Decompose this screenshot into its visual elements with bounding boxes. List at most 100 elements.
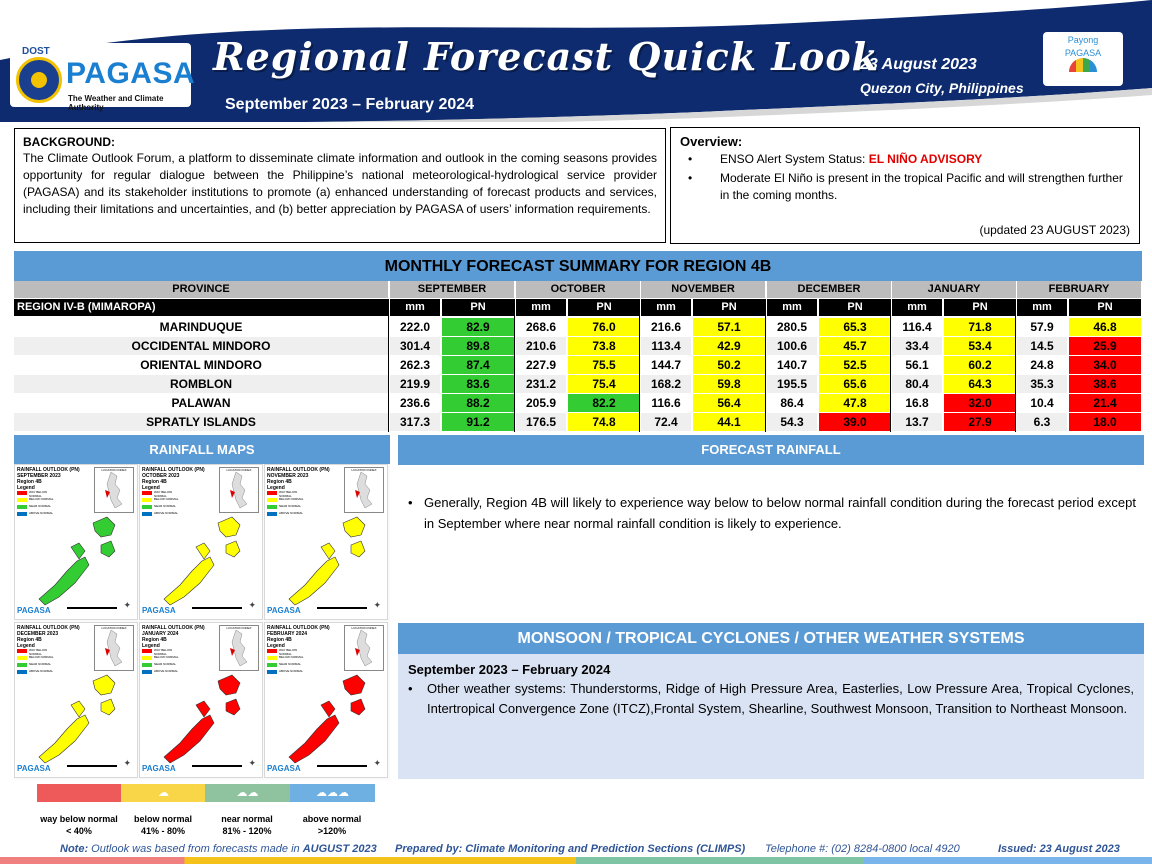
- legend-swatch: [267, 663, 277, 667]
- pn-value: 45.7: [819, 337, 891, 355]
- map-legend-title: Legend: [17, 485, 35, 491]
- table-title: MONTHLY FORECAST SUMMARY FOR REGION 4B: [14, 251, 1142, 281]
- footer-note-month: AUGUST 2023: [302, 843, 377, 855]
- mm-value: 317.3: [390, 413, 440, 431]
- pn-value: 34.0: [1069, 356, 1141, 374]
- pagasa-seal-icon: [16, 57, 62, 103]
- rain-cloud-icon: ☁: [158, 787, 169, 799]
- province-name: OCCIDENTAL MINDORO: [14, 337, 388, 355]
- pn-value: 59.8: [693, 375, 765, 393]
- pn-value: 38.6: [1069, 375, 1141, 393]
- footer-note-text: Outlook was based from forecasts made in: [88, 843, 303, 855]
- legend-text: BELOW NORMAL: [29, 655, 54, 659]
- rainfall-maps-grid: RAINFALL OUTLOOK (PN) SEPTEMBER 2023 Regio…: [14, 464, 390, 780]
- pn-value: 88.2: [442, 394, 514, 412]
- mm-value: 236.6: [399, 396, 431, 410]
- location-index-inset: LOCATION INDEX: [94, 467, 134, 513]
- north-arrow-icon: ✦: [123, 758, 131, 768]
- map-month: NOVEMBER 2023: [267, 473, 309, 479]
- month-header: SEPTEMBER: [390, 281, 514, 298]
- map-title: RAINFALL OUTLOOK (PN) FEBRUARY 2024 Region…: [267, 625, 330, 643]
- pn-header: PN: [568, 299, 640, 316]
- rainfall-map[interactable]: RAINFALL OUTLOOK (PN) FEBRUARY 2024 Region…: [264, 622, 388, 778]
- philippines-inset-map: [230, 471, 248, 509]
- legend-label: above normal >120%: [282, 813, 382, 837]
- month-header: DECEMBER: [767, 281, 891, 298]
- mm-value: 86.4: [780, 396, 804, 410]
- column-divider: [639, 299, 640, 432]
- map-scale-bar: [317, 607, 367, 609]
- map-region: Region 4B: [17, 637, 42, 643]
- map-legend-item: ABOVE NORMAL: [17, 669, 55, 677]
- header-wave: [0, 0, 1152, 122]
- map-title: RAINFALL OUTLOOK (PN) NOVEMBER 2023 Region…: [267, 467, 330, 485]
- mm-header: mm: [641, 299, 691, 316]
- pn-header: PN: [442, 299, 514, 316]
- footer: Note: Outlook was based from forecasts m…: [0, 843, 1152, 859]
- mm-header: mm: [516, 299, 566, 316]
- legend-swatch: [142, 670, 152, 674]
- legend-swatch: [142, 649, 152, 653]
- north-arrow-icon: ✦: [248, 600, 256, 610]
- province-name: ORIENTAL MINDORO: [140, 358, 262, 372]
- map-legend-title: Legend: [142, 643, 160, 649]
- location-index-inset: LOCATION INDEX: [94, 625, 134, 671]
- mm-value: 33.4: [892, 337, 942, 355]
- legend-swatch: [17, 670, 27, 674]
- region-map-shape: [38, 674, 116, 764]
- rainfall-map[interactable]: RAINFALL OUTLOOK (PN) SEPTEMBER 2023 Regio…: [14, 464, 138, 620]
- map-month: FEBRUARY 2024: [267, 631, 308, 637]
- pn-header: PN: [944, 299, 1016, 316]
- map-region: Region 4B: [267, 479, 292, 485]
- enso-label: ENSO Alert System Status:: [720, 152, 869, 166]
- legend-swatch: [17, 656, 27, 660]
- province-name: PALAWAN: [171, 396, 231, 410]
- overview-item-text: Moderate El Niño is present in the tropi…: [720, 171, 1123, 202]
- legend-swatch: [142, 498, 152, 502]
- payong-pagasa-logo: Payong PAGASA: [1043, 32, 1123, 86]
- pn-value: 50.2: [693, 356, 765, 374]
- inset-label: LOCATION INDEX: [226, 468, 252, 472]
- legend-swatch: [17, 491, 27, 495]
- pn-value: 57.1: [693, 318, 765, 336]
- mm-value: 216.6: [650, 320, 682, 334]
- page-title: Regional Forecast Quick Look: [213, 34, 880, 79]
- rainfall-map[interactable]: RAINFALL OUTLOOK (PN) DECEMBER 2023 Region…: [14, 622, 138, 778]
- legend-text: NEAR NORMAL: [154, 662, 177, 666]
- map-title: RAINFALL OUTLOOK (PN) SEPTEMBER 2023 Regio…: [17, 467, 80, 485]
- legend-swatch: [142, 663, 152, 667]
- map-legend-item: NEAR NORMAL: [142, 504, 180, 512]
- monsoon-body: Other weather systems: Thunderstorms, Ri…: [427, 681, 1134, 716]
- map-legend-item: WAY BELOW NORMAL: [267, 490, 305, 498]
- legend-text: WAY BELOW NORMAL: [29, 648, 48, 656]
- map-legend-item: NEAR NORMAL: [17, 504, 55, 512]
- overview-item-enso: • ENSO Alert System Status: EL NIÑO ADVI…: [680, 151, 1130, 168]
- month-header: JANUARY: [892, 281, 1016, 298]
- map-title: RAINFALL OUTLOOK (PN) DECEMBER 2023 Region…: [17, 625, 80, 643]
- pn-value: 65.6: [819, 375, 891, 393]
- rainfall-map[interactable]: RAINFALL OUTLOOK (PN) NOVEMBER 2023 Region…: [264, 464, 388, 620]
- map-legend-item: NEAR NORMAL: [267, 662, 305, 670]
- philippines-inset-map: [355, 471, 373, 509]
- pn-value: 32.0: [944, 394, 1016, 412]
- rainfall-map[interactable]: RAINFALL OUTLOOK (PN) JANUARY 2024 Region …: [139, 622, 263, 778]
- map-region: Region 4B: [267, 637, 292, 643]
- month-header: FEBRUARY: [1017, 281, 1141, 298]
- province-name: ROMBLON: [14, 375, 388, 393]
- pn-header: PN: [819, 299, 891, 316]
- bullet-icon: •: [688, 152, 693, 166]
- pn-value: 64.3: [944, 375, 1016, 393]
- pagasa-mini-logo: PAGASA: [142, 764, 176, 773]
- inset-label: LOCATION INDEX: [351, 468, 377, 472]
- map-scale-bar: [192, 607, 242, 609]
- rainfall-map[interactable]: RAINFALL OUTLOOK (PN) OCTOBER 2023 Region …: [139, 464, 263, 620]
- pn-value: 74.8: [568, 413, 640, 431]
- legend-text: WAY BELOW NORMAL: [29, 490, 48, 498]
- map-legend-item: BELOW NORMAL: [267, 497, 305, 505]
- mm-value: 140.7: [776, 358, 808, 372]
- pn-value: 76.0: [568, 318, 640, 336]
- location-index-inset: LOCATION INDEX: [344, 625, 384, 671]
- legend-swatch: [267, 649, 277, 653]
- location-index-inset: LOCATION INDEX: [344, 467, 384, 513]
- pagasa-logo: DOST PAGASA The Weather and Climate Auth…: [10, 43, 195, 112]
